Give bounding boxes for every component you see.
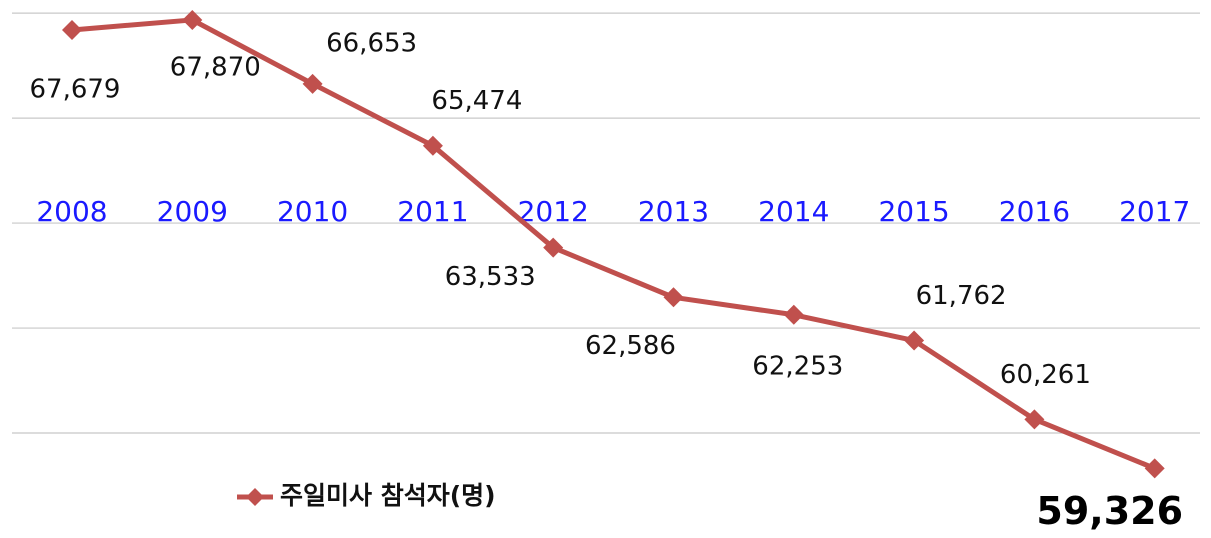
- data-label: 59,326: [1036, 489, 1183, 533]
- x-category-label: 2017: [1119, 195, 1190, 228]
- x-category-label: 2011: [397, 195, 468, 228]
- data-label: 60,261: [1000, 360, 1091, 390]
- data-label: 66,653: [326, 28, 417, 58]
- data-label: 62,586: [585, 331, 676, 361]
- data-point: [663, 287, 684, 308]
- legend-label: 주일미사 참석자(명): [280, 481, 496, 510]
- x-category-label: 2015: [878, 195, 949, 228]
- data-label: 65,474: [431, 86, 522, 116]
- x-category-label: 2013: [638, 195, 709, 228]
- data-point: [302, 73, 323, 94]
- x-category-label: 2010: [277, 195, 348, 228]
- data-label: 67,870: [170, 52, 261, 82]
- data-point: [1024, 409, 1045, 430]
- x-category-label: 2009: [157, 195, 228, 228]
- data-label: 63,533: [445, 262, 536, 292]
- data-label: 67,679: [30, 74, 121, 104]
- data-point: [422, 135, 443, 156]
- legend-marker: [246, 488, 264, 506]
- x-category-label: 2012: [518, 195, 589, 228]
- x-category-label: 2016: [999, 195, 1070, 228]
- data-label: 61,762: [916, 281, 1007, 311]
- x-category-label: 2014: [758, 195, 829, 228]
- series-line: [71, 17, 1156, 471]
- data-point: [543, 237, 564, 258]
- data-point: [783, 304, 804, 325]
- data-point: [904, 330, 925, 351]
- data-label: 62,253: [752, 351, 843, 381]
- data-point: [182, 9, 203, 30]
- data-point: [1144, 458, 1165, 479]
- x-category-label: 2008: [36, 195, 107, 228]
- data-point: [62, 19, 82, 40]
